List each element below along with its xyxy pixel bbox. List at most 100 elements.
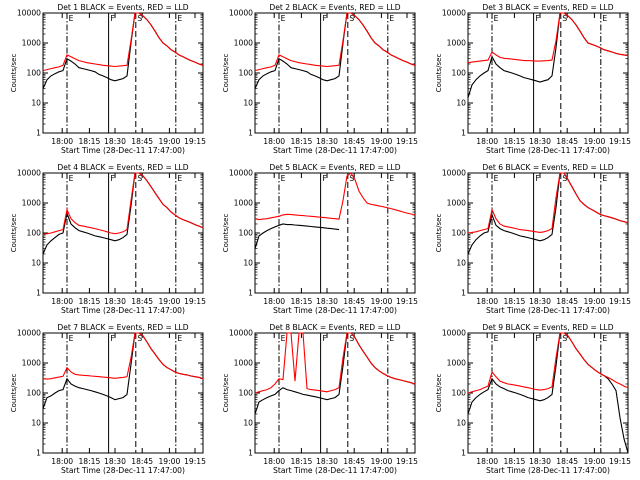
y-tick-label: 10000	[229, 329, 253, 338]
y-tick-label: 1	[36, 129, 41, 138]
y-tick-label: 1	[36, 449, 41, 458]
x-axis-label: Start Time (28-Dec-11 17:47:00)	[61, 466, 185, 475]
x-axis-label: Start Time (28-Dec-11 17:47:00)	[61, 146, 185, 155]
panel-det-5: Det 5 BLACK = Events, RED = LLD 1 10 100 100…	[222, 163, 418, 315]
x-tick-label: 18:15	[503, 137, 525, 146]
marker-label: F	[535, 14, 539, 23]
x-axis-label: Start Time (28-Dec-11 17:47:00)	[486, 146, 610, 155]
x-tick-label: 18:00	[51, 297, 73, 306]
y-tick-label: 10000	[17, 329, 41, 338]
y-tick-label: 10000	[442, 169, 466, 178]
marker-label: E	[494, 334, 499, 343]
x-tick-label: 18:15	[78, 137, 100, 146]
panel-det-3: Det 3 BLACK = Events, RED = LLD 1 10 100 100…	[435, 3, 631, 155]
y-tick-label: 10	[31, 259, 41, 268]
series-line-black	[254, 223, 340, 249]
y-tick-label: 100	[27, 389, 42, 398]
marker-label: S	[137, 174, 142, 183]
x-tick-label: 18:00	[51, 457, 73, 466]
y-axis-label: Counts/sec	[222, 54, 230, 93]
marker-label: S	[562, 334, 567, 343]
y-tick-label: 1	[248, 449, 253, 458]
marker-label: F	[110, 334, 114, 343]
x-tick-label: 19:00	[370, 297, 392, 306]
panel-title: Det 5 BLACK = Events, RED = LLD	[269, 163, 400, 172]
y-tick-label: 1000	[22, 359, 41, 368]
x-tick-label: 18:45	[343, 297, 365, 306]
x-tick-label: 18:15	[503, 297, 525, 306]
series-line-red	[467, 172, 629, 234]
y-axis-label: Counts/sec	[10, 54, 18, 93]
marker-label: S	[349, 14, 354, 23]
x-tick-label: 18:15	[290, 457, 312, 466]
y-tick-label: 1	[461, 449, 466, 458]
panel-title: Det 4 BLACK = Events, RED = LLD	[57, 163, 188, 172]
y-tick-label: 1000	[447, 39, 466, 48]
panel-det-8: Det 8 BLACK = Events, RED = LLD 1 10 100 100…	[222, 323, 418, 475]
marker-label: E	[177, 174, 182, 183]
marker-label: E	[177, 14, 182, 23]
y-tick-label: 1	[461, 129, 466, 138]
x-tick-label: 18:45	[343, 457, 365, 466]
y-tick-label: 10	[456, 419, 466, 428]
series-line-red	[254, 12, 416, 72]
y-tick-label: 10000	[229, 169, 253, 178]
x-tick-label: 18:45	[131, 137, 153, 146]
x-tick-label: 19:15	[609, 457, 631, 466]
x-tick-label: 18:15	[290, 137, 312, 146]
x-tick-label: 18:00	[263, 137, 285, 146]
y-tick-label: 1	[461, 289, 466, 298]
marker-label: F	[535, 174, 539, 183]
marker-label: E	[69, 14, 74, 23]
y-tick-label: 1	[36, 289, 41, 298]
marker-label: S	[137, 14, 142, 23]
marker-label: E	[494, 14, 499, 23]
panel-title: Det 9 BLACK = Events, RED = LLD	[482, 323, 613, 332]
marker-label: F	[110, 14, 114, 23]
panel-title: Det 8 BLACK = Events, RED = LLD	[269, 323, 400, 332]
y-axis-label: Counts/sec	[435, 214, 443, 253]
marker-label: E	[281, 174, 286, 183]
x-tick-label: 18:45	[131, 457, 153, 466]
y-axis-label: Counts/sec	[435, 374, 443, 413]
y-tick-label: 10000	[17, 169, 41, 178]
y-tick-label: 100	[452, 69, 467, 78]
x-tick-label: 18:45	[343, 137, 365, 146]
y-tick-label: 10	[456, 259, 466, 268]
y-tick-label: 10000	[442, 9, 466, 18]
x-tick-label: 19:00	[370, 457, 392, 466]
y-tick-label: 10	[243, 419, 253, 428]
y-axis-label: Counts/sec	[435, 54, 443, 93]
y-tick-label: 1	[248, 129, 253, 138]
x-tick-label: 19:00	[158, 457, 180, 466]
series-line-red	[467, 332, 629, 394]
marker-label: S	[562, 14, 567, 23]
marker-label: F	[322, 174, 326, 183]
y-tick-label: 1000	[234, 39, 253, 48]
x-tick-label: 19:15	[609, 137, 631, 146]
marker-label: E	[177, 334, 182, 343]
x-tick-label: 18:00	[263, 297, 285, 306]
y-tick-label: 1000	[234, 199, 253, 208]
x-tick-label: 19:15	[396, 457, 418, 466]
marker-label: S	[349, 174, 354, 183]
x-tick-label: 18:30	[104, 457, 126, 466]
y-tick-label: 100	[452, 389, 467, 398]
series-line-red	[467, 12, 629, 64]
x-axis-label: Start Time (28-Dec-11 17:47:00)	[273, 466, 397, 475]
series-line-red	[42, 172, 204, 235]
marker-label: F	[110, 174, 114, 183]
y-tick-label: 100	[239, 69, 254, 78]
y-tick-label: 100	[27, 69, 42, 78]
panel-det-2: Det 2 BLACK = Events, RED = LLD 1 10 100 100…	[222, 3, 418, 155]
x-tick-label: 19:00	[583, 297, 605, 306]
marker-label: E	[389, 14, 394, 23]
panel-det-7: Det 7 BLACK = Events, RED = LLD 1 10 100 100…	[10, 323, 206, 475]
x-tick-label: 19:15	[609, 297, 631, 306]
y-tick-label: 10	[31, 419, 41, 428]
x-tick-label: 18:00	[51, 137, 73, 146]
y-tick-label: 10000	[229, 9, 253, 18]
x-tick-label: 18:30	[316, 297, 338, 306]
x-tick-label: 18:00	[476, 297, 498, 306]
